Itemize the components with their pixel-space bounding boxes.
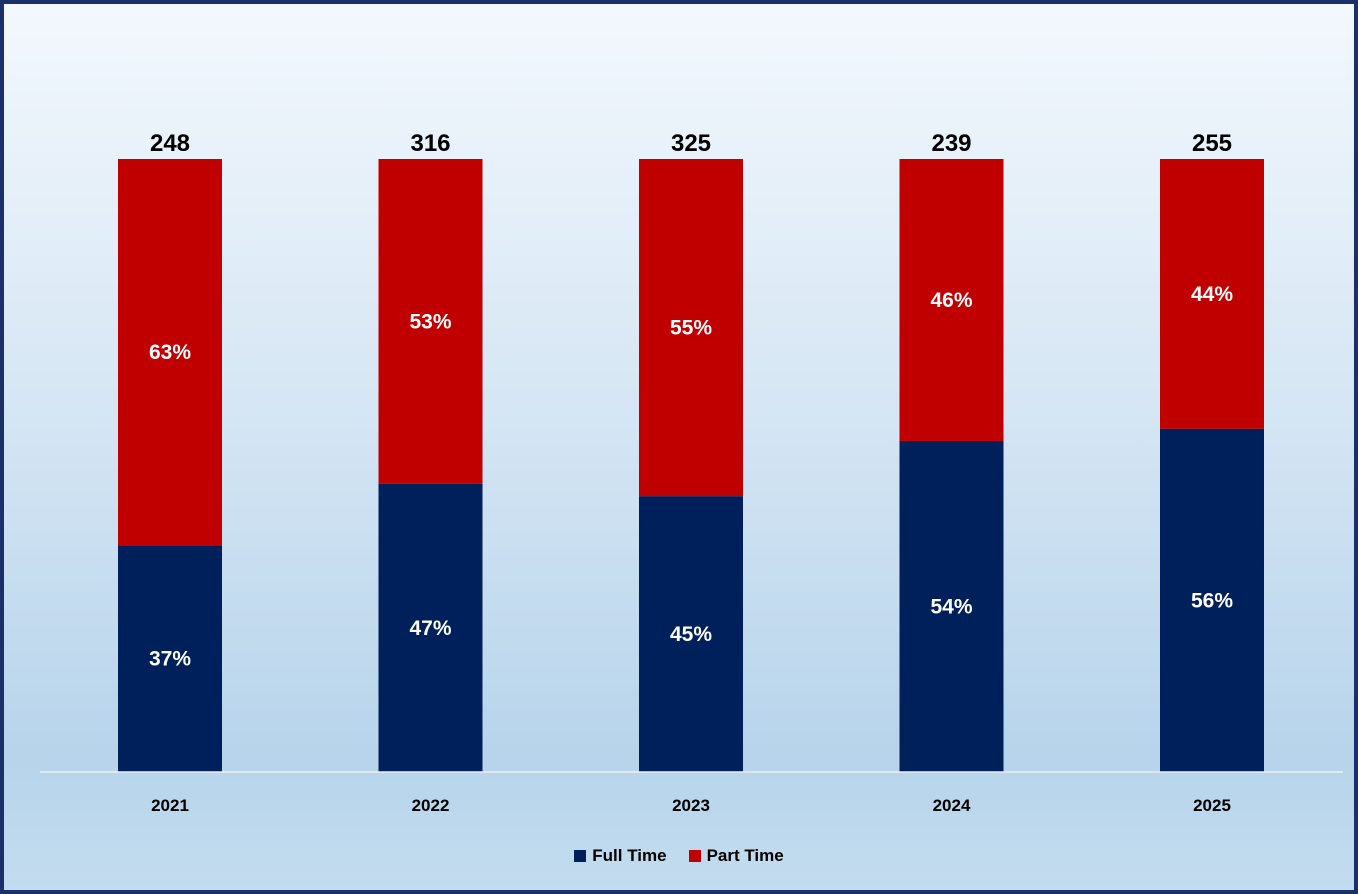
data-label-full-time-2025: 56% — [1191, 589, 1233, 612]
legend-label-part-time: Part Time — [706, 846, 784, 865]
data-label-full-time-2021: 37% — [149, 648, 191, 671]
bar-part-time-2025 — [1160, 159, 1264, 429]
bar-full-time-2024 — [899, 440, 1004, 772]
legend-item-full-time: Full Time — [574, 846, 667, 866]
bar-full-time-2023 — [639, 496, 743, 772]
bar-part-time-2024 — [899, 159, 1004, 441]
legend-item-part-time: Part Time — [688, 846, 784, 866]
data-label-full-time-2023: 45% — [670, 623, 712, 646]
bar-full-time-2022 — [378, 483, 483, 772]
total-label-2025: 255 — [1192, 130, 1232, 157]
legend-label-full-time: Full Time — [592, 846, 667, 865]
total-label-2021: 248 — [150, 130, 190, 157]
legend: Full Time Part Time — [0, 846, 1358, 866]
total-label-2024: 239 — [931, 130, 971, 157]
bar-full-time-2025 — [1160, 428, 1264, 772]
x-tick-label-2023: 2023 — [672, 796, 710, 815]
total-label-2022: 316 — [410, 130, 450, 157]
data-label-part-time-2023: 55% — [670, 317, 712, 340]
data-label-full-time-2022: 47% — [409, 617, 451, 640]
legend-swatch-full-time — [574, 850, 587, 862]
data-label-part-time-2025: 44% — [1191, 283, 1233, 306]
data-label-part-time-2021: 63% — [149, 341, 191, 364]
total-label-2023: 325 — [671, 130, 711, 157]
bar-part-time-2023 — [639, 159, 743, 497]
bar-part-time-2021 — [118, 159, 222, 546]
bar-full-time-2021 — [118, 545, 222, 772]
x-tick-label-2022: 2022 — [412, 796, 450, 815]
data-label-part-time-2022: 53% — [409, 310, 451, 333]
x-tick-label-2024: 2024 — [933, 796, 971, 815]
data-label-full-time-2024: 54% — [930, 595, 972, 618]
x-tick-label-2025: 2025 — [1193, 796, 1231, 815]
x-tick-label-2021: 2021 — [151, 796, 189, 815]
legend-swatch-part-time — [688, 850, 701, 862]
data-label-part-time-2024: 46% — [930, 289, 972, 312]
bar-part-time-2022 — [378, 159, 483, 484]
